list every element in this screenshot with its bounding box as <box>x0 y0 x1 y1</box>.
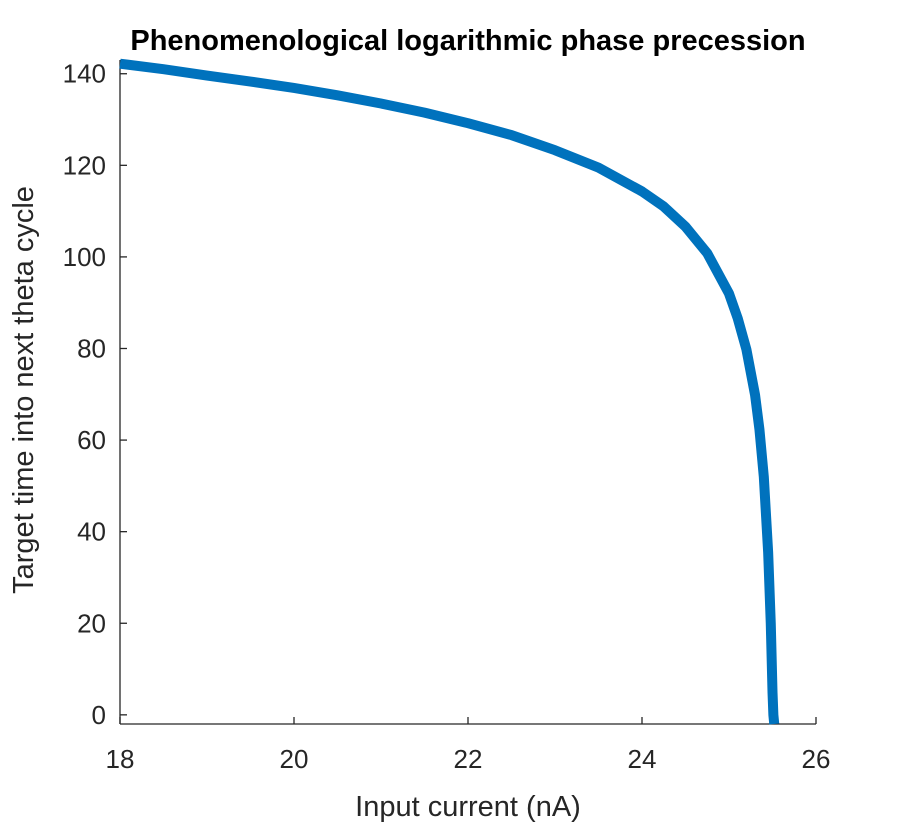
x-tick-label: 18 <box>106 744 135 774</box>
x-tick-label: 22 <box>454 744 483 774</box>
y-tick-label: 0 <box>92 700 106 730</box>
x-axis-label: Input current (nA) <box>355 791 581 823</box>
ticks: 18 20 22 24 26 0 20 40 60 80 100 120 140 <box>63 59 831 774</box>
series <box>119 58 780 725</box>
x-tick-label: 20 <box>280 744 309 774</box>
y-tick-label: 20 <box>77 608 106 638</box>
x-tick-label: 24 <box>628 744 657 774</box>
axes <box>119 60 816 725</box>
y-axis-label-group: Target time into next theta cycle <box>8 186 40 594</box>
y-tick-label: 120 <box>63 150 106 180</box>
y-tick-label: 40 <box>77 517 106 547</box>
x-tick-label: 26 <box>802 744 831 774</box>
series-line-0 <box>119 58 780 725</box>
y-tick-label: 80 <box>77 333 106 363</box>
chart-title: Phenomenological logarithmic phase prece… <box>130 25 805 57</box>
y-tick-label: 140 <box>63 59 106 89</box>
y-axis-label: Target time into next theta cycle <box>8 186 40 594</box>
y-tick-label: 100 <box>63 242 106 272</box>
y-tick-label: 60 <box>77 425 106 455</box>
